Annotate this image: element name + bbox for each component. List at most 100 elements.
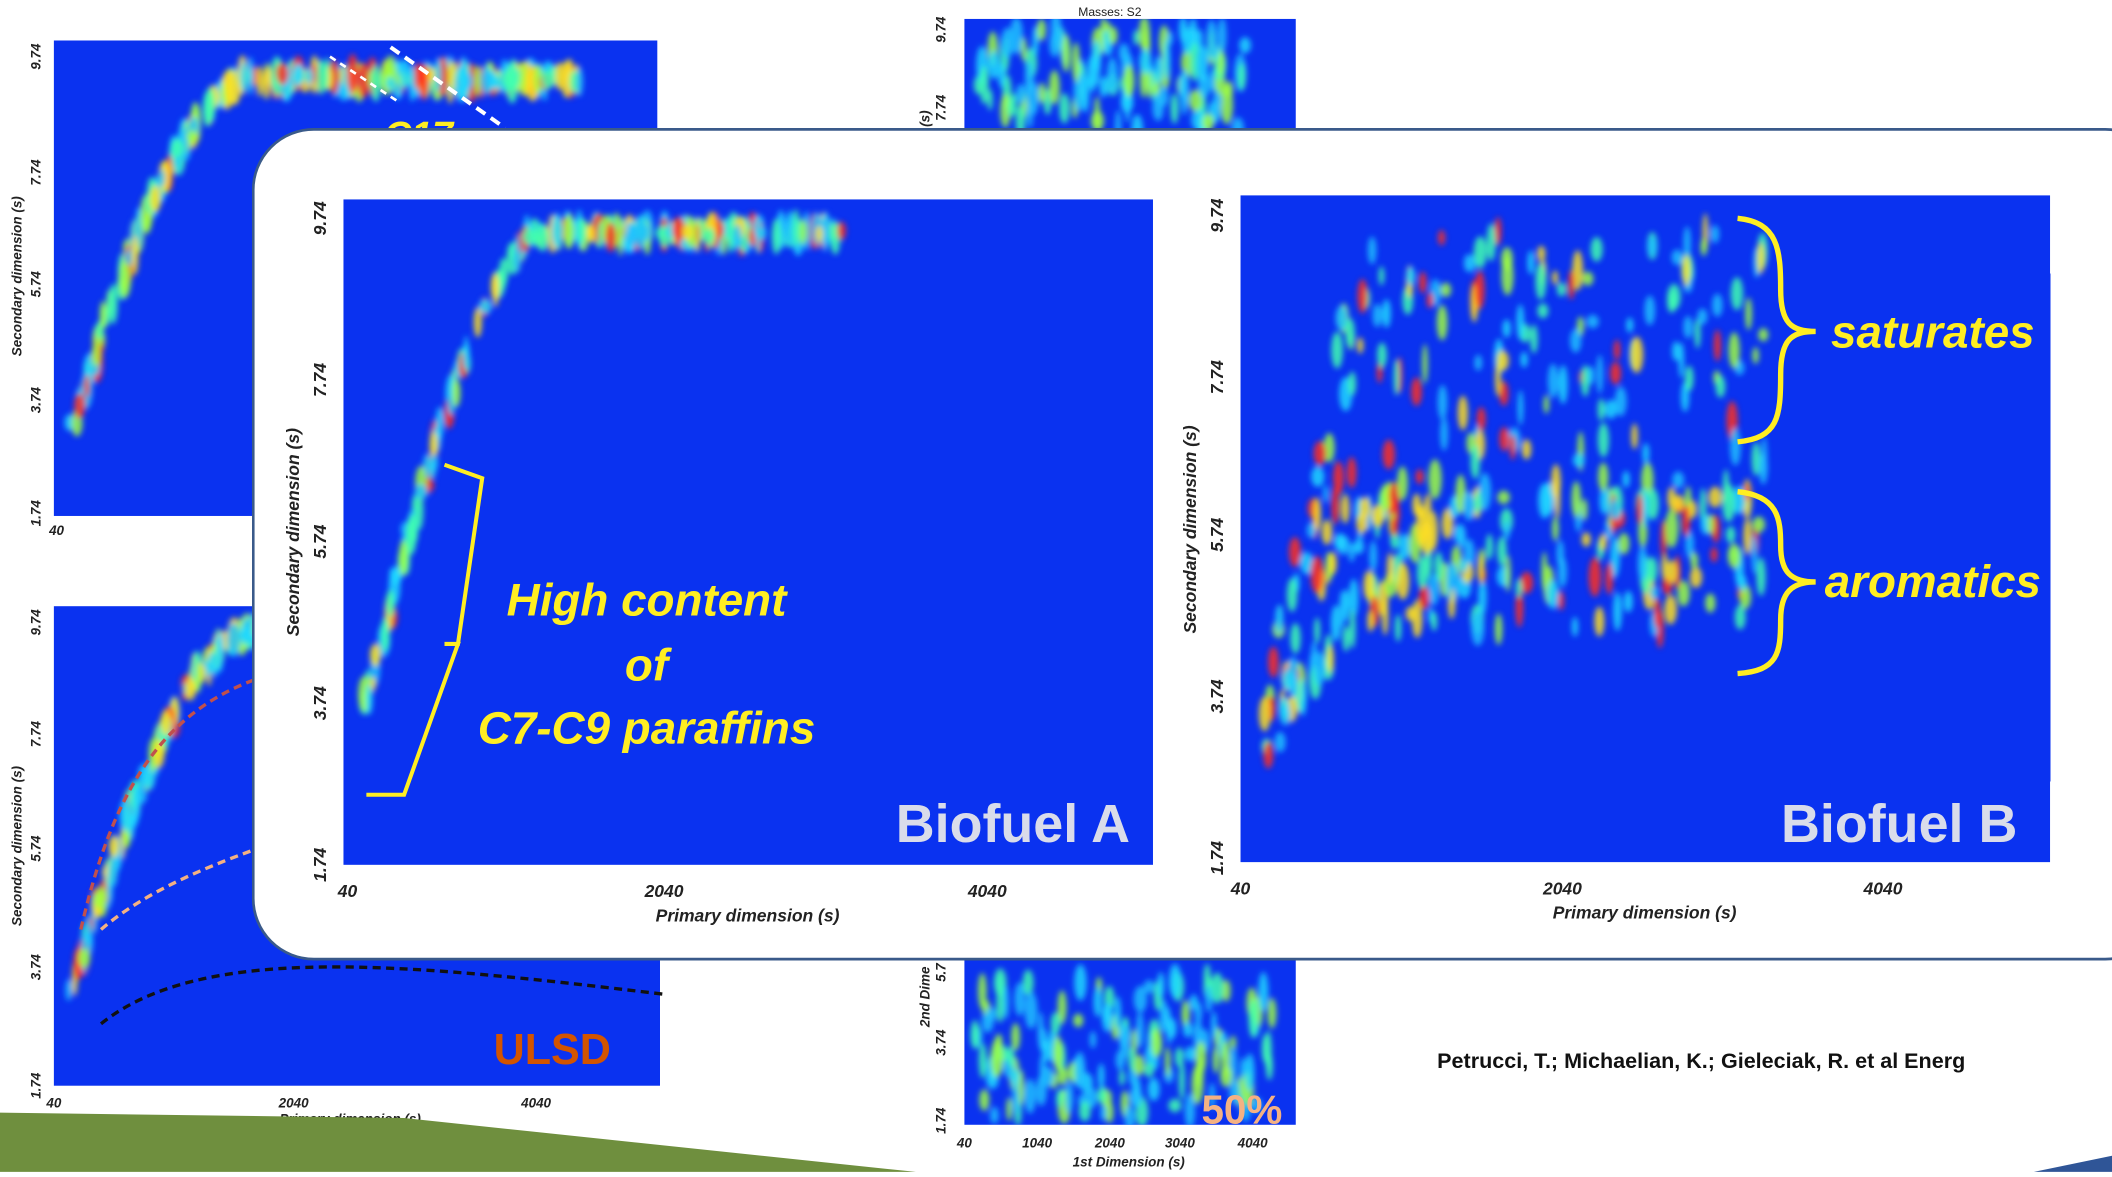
heatmap-spot [1367, 236, 1377, 265]
heatmap-spot [1571, 616, 1579, 637]
heatmap-spot [1485, 533, 1493, 560]
heatmap-spot [1586, 314, 1599, 329]
heatmap-spot [755, 220, 761, 251]
heatmap-spot [1281, 668, 1293, 691]
heatmap-spot [1683, 226, 1691, 260]
heatmap-spot [1630, 336, 1644, 374]
sample-label: Biofuel A [896, 794, 1130, 854]
x-axis-label: Primary dimension (s) [1553, 903, 1737, 923]
heatmap-spot [1059, 93, 1070, 124]
heatmap-spot [1587, 365, 1594, 385]
heatmap-spot [1684, 365, 1694, 392]
plot-title: Masses: S2 [1078, 5, 1142, 19]
heatmap-spot [1221, 979, 1231, 1002]
heatmap-spot [1557, 556, 1568, 588]
heatmap-spot [171, 138, 184, 158]
heatmap-spot [365, 683, 373, 715]
heatmap-spot [617, 215, 624, 257]
heatmap-spot [1372, 303, 1382, 328]
heatmap-spot [407, 523, 419, 545]
annotation: saturates [1831, 307, 2035, 358]
heatmap-spot [1727, 543, 1741, 569]
heatmap-spot [1597, 422, 1610, 458]
heatmap-spot [792, 209, 800, 248]
heatmap-spot [1020, 37, 1027, 62]
x-tick-label: 40 [45, 1095, 61, 1110]
y-tick-label: 5.7 [934, 963, 949, 982]
heatmap-spot [1091, 40, 1102, 71]
heatmap-spot [1348, 543, 1355, 563]
heatmap-spot [1330, 604, 1342, 642]
heatmap-spot [1428, 459, 1442, 500]
heatmap-spot [119, 259, 132, 298]
heatmap-spot [435, 406, 444, 441]
heatmap-spot [1641, 462, 1654, 499]
heatmap-spot [1181, 1000, 1190, 1029]
heatmap-spot [160, 709, 172, 736]
heatmap-spot [423, 453, 431, 474]
heatmap-spot [65, 978, 72, 1001]
heatmap-spot [1184, 1093, 1196, 1125]
heatmap-spot [1331, 486, 1340, 525]
heatmap-spot [1671, 341, 1681, 361]
heatmap-spot [1494, 613, 1503, 646]
heatmap-spot [979, 1089, 990, 1111]
heatmap-spot [554, 62, 565, 91]
heatmap-spot [93, 890, 106, 909]
heatmap-spot [204, 87, 216, 123]
heatmap-spot [1288, 537, 1301, 567]
heatmap-spot [536, 223, 549, 252]
heatmap-spot [1636, 493, 1643, 525]
heatmap-spot [131, 235, 139, 276]
heatmap-spot [1167, 1018, 1177, 1039]
heatmap-spot [462, 342, 470, 371]
x-axis-label: 1st Dimension (s) [1073, 1155, 1186, 1170]
y-tick-label: 1.74 [934, 1107, 949, 1134]
heatmap-spot [1357, 279, 1368, 314]
heatmap-spot [1129, 1086, 1143, 1107]
heatmap-spot [1170, 93, 1179, 124]
heatmap-spot [158, 169, 166, 187]
heatmap-spot [1581, 532, 1591, 547]
heatmap-spot [85, 920, 92, 938]
heatmap-spot [1258, 696, 1271, 732]
heatmap-spot [1672, 494, 1685, 512]
y-tick-label: 3.74 [934, 1029, 949, 1056]
heatmap-spot [1653, 597, 1661, 628]
heatmap-spot [1180, 69, 1189, 107]
heatmap-spot [1667, 283, 1681, 310]
heatmap-spot [1406, 266, 1416, 286]
heatmap-spot [1345, 318, 1355, 348]
heatmap-spot [634, 214, 646, 250]
heatmap-spot [1335, 305, 1348, 331]
heatmap-spot [1356, 512, 1368, 534]
heatmap-spot [977, 972, 987, 1010]
heatmap-spot [1474, 354, 1483, 371]
heatmap-spot [1018, 1069, 1025, 1106]
heatmap-spot [1157, 971, 1165, 999]
heatmap-spot [1477, 554, 1485, 584]
heatmap-spot [1556, 282, 1567, 297]
guide-curve [99, 965, 663, 1026]
heatmap-spot [1100, 1104, 1107, 1121]
heatmap-spot [1178, 1061, 1185, 1101]
heatmap-spot [1012, 1074, 1020, 1115]
heatmap-spot [1752, 347, 1759, 364]
heatmap-spot [1471, 610, 1485, 646]
heatmap-spot [1474, 490, 1482, 515]
heatmap-spot [1212, 1045, 1220, 1074]
heatmap-spot [1224, 80, 1234, 98]
heatmap-spot [1646, 488, 1660, 520]
x-tick-label: 4040 [520, 1095, 551, 1110]
heatmap-spot [1440, 282, 1452, 298]
heatmap-spot [1427, 511, 1439, 552]
heatmap-spot [1501, 256, 1514, 296]
heatmap-spot [369, 643, 381, 667]
heatmap-spot [1363, 570, 1375, 601]
y-tick-label: 3.74 [28, 387, 43, 414]
heatmap-spot [1381, 598, 1389, 636]
heatmap-spot [1038, 82, 1046, 104]
heatmap-spot [1671, 249, 1683, 266]
y-axis-label: 2nd Dime [917, 966, 932, 1028]
heatmap-spot [1637, 546, 1648, 581]
